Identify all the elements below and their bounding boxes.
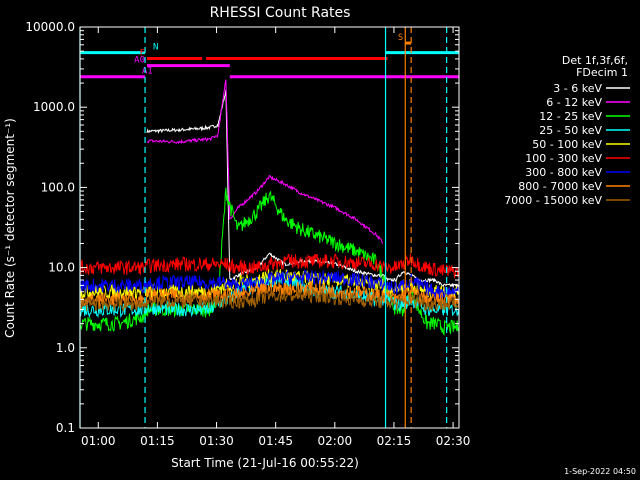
y-tick-label: 0.1 [56, 421, 75, 435]
y-tick-label: 10000.0 [25, 20, 75, 34]
state-bar-label: A1 [142, 67, 153, 77]
x-tick-label: 01:00 [81, 434, 116, 448]
series-line [79, 281, 459, 308]
y-tick-label: 1000.0 [33, 100, 75, 114]
x-tick-label: 01:30 [199, 434, 234, 448]
axis-layer: 01:00 01:15 01:30 01:45 02:00 02:15 02:30 0.1 1.… [25, 20, 470, 448]
legend-header-line: Det 1f,3f,6f, [562, 54, 628, 67]
x-tick-label: 01:45 [258, 434, 293, 448]
legend-entry-label: 12 - 25 keV [539, 110, 602, 123]
series-line [146, 89, 459, 289]
y-tick-label: 1.0 [56, 341, 75, 355]
vertical-line-layer [79, 27, 448, 428]
state-bar-1: N [80, 43, 459, 55]
series-6 [79, 253, 459, 279]
series-line [79, 253, 459, 279]
series-7 [79, 269, 459, 299]
y-axis-label: Count Rate (s⁻¹ detector segment⁻¹) [3, 118, 17, 338]
legend-entry-label: 300 - 800 keV [525, 166, 602, 179]
x-tick-label: 02:00 [318, 434, 353, 448]
x-tick-label: 02:30 [436, 434, 471, 448]
series-1 [146, 89, 459, 289]
legend-entry-label: 25 - 50 keV [539, 124, 602, 137]
series-line [146, 79, 383, 244]
state-bar-label: N [153, 43, 158, 53]
x-tick-label: 02:15 [377, 434, 412, 448]
plot-frame [79, 26, 460, 429]
series-9 [79, 287, 459, 313]
legend-header-line: FDecim 1 [576, 66, 628, 79]
legend-entry-label: 50 - 100 keV [532, 138, 602, 151]
legend-entry-label: 800 - 7000 keV [518, 180, 602, 193]
x-tick-label: 01:15 [140, 434, 175, 448]
state-bar-5: S [398, 33, 412, 45]
series-line [79, 269, 459, 299]
chart-title: RHESSI Count Rates [210, 5, 351, 21]
state-bar-4: A1 [80, 67, 459, 79]
legend-entry-label: 6 - 12 keV [546, 96, 602, 109]
x-axis-label: Start Time (21-Jul-16 00:55:22) [171, 456, 359, 470]
series-8 [79, 281, 459, 308]
state-bar-label: F [140, 48, 145, 58]
y-tick-label: 10.0 [48, 261, 75, 275]
state-bar-2: F [140, 48, 388, 60]
series-line [79, 287, 459, 313]
legend-entry-label: 7000 - 15000 keV [504, 194, 602, 207]
state-bar-label: A0 [134, 56, 145, 66]
y-tick-label: 100.0 [41, 180, 75, 194]
series-layer [79, 79, 459, 337]
timestamp-label: 1-Sep-2022 04:50 [564, 467, 636, 476]
state-bar-label: S [398, 33, 403, 43]
series-2 [146, 79, 383, 244]
legend-entry-label: 3 - 6 keV [553, 82, 602, 95]
legend-entry-label: 100 - 300 keV [525, 152, 602, 165]
state-bar-3: A0 [134, 56, 230, 68]
